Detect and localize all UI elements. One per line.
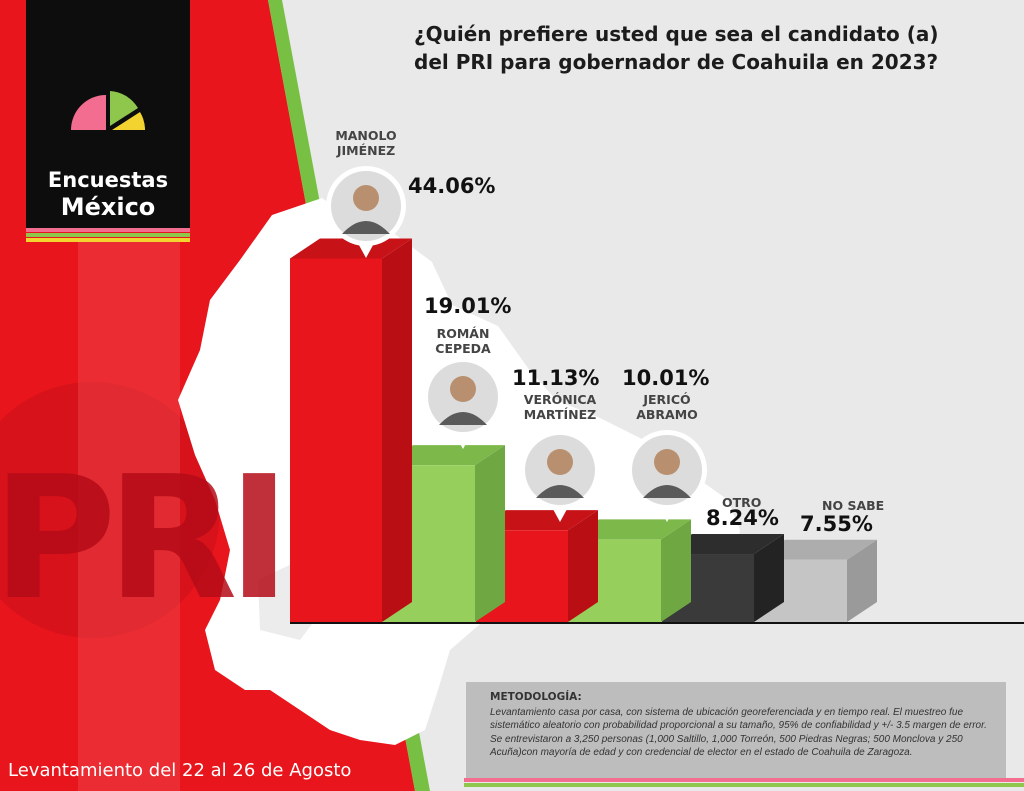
data-label: 10.01% [622,366,710,390]
methodology-heading: METODOLOGÍA: [490,691,582,703]
candidate-photo-icon [326,166,406,258]
bar [290,258,382,622]
encuestas-mexico-logo: Encuestas México [26,0,190,228]
category-label-line: NO SABE [822,498,885,513]
category-label: VERÓNICA MARTÍNEZ [500,392,620,422]
methodology-text: Levantamiento casa por casa, con sistema… [490,707,987,759]
category-label-line: ABRAMO [636,407,698,422]
bar-side [661,519,691,622]
methodology-box: METODOLOGÍA: Levantamiento casa por casa… [466,682,1006,778]
data-label: 8.24% [706,506,779,530]
bar-top [662,534,784,555]
bar-top [569,519,691,540]
data-label: 7.55% [800,512,873,536]
bottom-stripes [464,778,1024,787]
data-label: 19.01% [424,294,512,318]
bar-side [754,534,784,622]
chart-title: ¿Quién prefiere usted que sea el candida… [414,22,939,74]
bar-top [755,539,877,560]
logo-text-encuestas: Encuestas [47,168,169,192]
bar-side [568,510,598,622]
category-label-line: MARTÍNEZ [523,407,597,422]
pie-chart-logo-icon [71,91,145,130]
survey-dates-footer: Levantamiento del 22 al 26 de Agosto [8,760,352,781]
candidate-photo-icon [627,430,707,522]
category-label-line: JIMÉNEZ [336,143,396,158]
category-label: NO SABE [822,498,884,513]
logo-stripes [26,228,190,242]
category-label-line: ROMÁN [436,326,490,341]
category-label-line: VERÓNICA [523,392,597,407]
bar-top [383,445,505,466]
bar-side [475,445,505,622]
category-label-line: OTRO [722,495,762,510]
bar-top [476,510,598,531]
bar-top [290,238,412,259]
category-label-line: JERICÓ [643,392,691,407]
category-label-line: CEPEDA [435,341,491,356]
candidate-photo-icon [520,430,600,522]
logo-text-mexico: México [60,193,156,221]
data-label: 44.06% [408,174,496,198]
category-label: MANOLO JIMÉNEZ [306,128,426,158]
data-label: 11.13% [512,366,600,390]
pri-watermark: PRI [0,440,291,638]
bar-side [847,539,877,622]
category-label: JERICÓ ABRAMO [607,392,727,422]
category-label-line: MANOLO [335,128,397,143]
candidate-photo-icon [423,357,503,449]
category-label: ROMÁN CEPEDA [403,326,523,356]
bar-side [382,238,412,622]
category-label: OTRO [722,495,761,510]
